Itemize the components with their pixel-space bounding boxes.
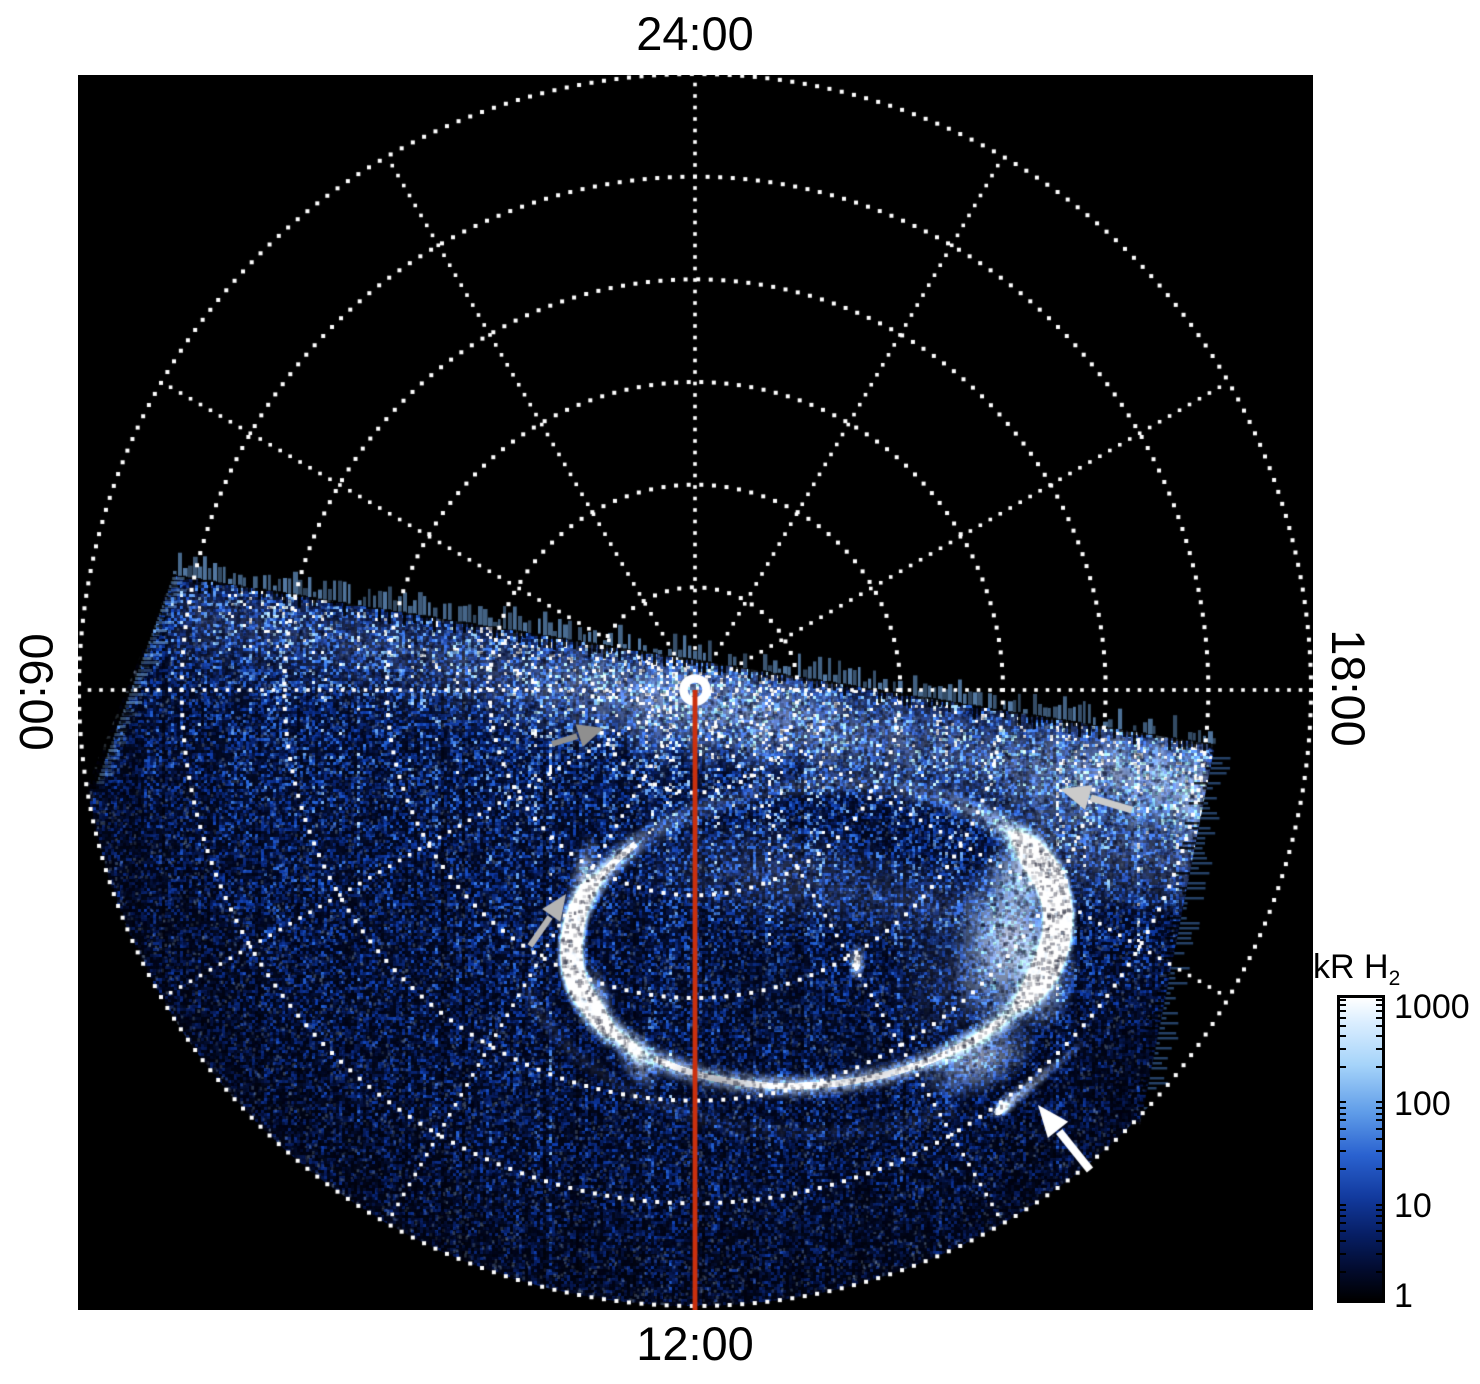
colorbar-minor-tick <box>1376 1222 1382 1225</box>
local-time-label-06: 06:00 <box>10 633 63 751</box>
colorbar-minor-tick <box>1340 1101 1346 1104</box>
colorbar-minor-tick <box>1340 1119 1346 1122</box>
colorbar-minor-tick <box>1376 1065 1382 1068</box>
colorbar-minor-tick <box>1340 1271 1346 1274</box>
colorbar-minor-tick <box>1376 1119 1382 1122</box>
colorbar-minor-tick <box>1376 1003 1382 1006</box>
colorbar-minor-tick <box>1340 1230 1346 1233</box>
colorbar-minor-tick <box>1376 1016 1382 1019</box>
colorbar-title-subscript: 2 <box>1388 967 1401 990</box>
colorbar-minor-tick <box>1376 1168 1382 1171</box>
local-time-label-12: 12:00 <box>636 1317 754 1370</box>
colorbar-minor-tick <box>1340 1137 1346 1140</box>
colorbar-minor-tick <box>1340 1204 1346 1207</box>
colorbar-minor-tick <box>1376 1137 1382 1140</box>
colorbar-minor-tick <box>1340 1127 1346 1130</box>
colorbar-minor-tick <box>1376 1209 1382 1212</box>
colorbar-minor-tick <box>1340 1150 1346 1153</box>
colorbar-minor-tick <box>1340 1065 1346 1068</box>
colorbar-minor-tick <box>1340 1024 1346 1027</box>
colorbar-minor-tick <box>1376 1034 1382 1037</box>
colorbar-minor-tick <box>1340 1253 1346 1255</box>
local-time-label-24: 24:00 <box>636 7 754 60</box>
colorbar-tick-label: 10 <box>1394 1187 1432 1226</box>
colorbar-minor-tick <box>1376 1204 1382 1207</box>
colorbar-minor-tick <box>1376 1271 1382 1274</box>
colorbar-minor-tick <box>1340 1106 1346 1109</box>
colorbar <box>1337 995 1385 1303</box>
colorbar-minor-tick <box>1340 1047 1346 1050</box>
colorbar-minor-tick <box>1376 1240 1382 1243</box>
colorbar-minor-tick <box>1340 1209 1346 1212</box>
local-time-label-18: 18:00 <box>1322 629 1375 747</box>
colorbar-minor-tick <box>1340 1112 1346 1115</box>
colorbar-minor-tick <box>1376 1009 1382 1012</box>
colorbar-minor-tick <box>1376 1024 1382 1027</box>
colorbar-minor-tick <box>1340 1016 1346 1019</box>
colorbar-minor-tick <box>1376 998 1382 1001</box>
colorbar-minor-tick <box>1376 1101 1382 1104</box>
colorbar-minor-tick <box>1376 1112 1382 1115</box>
colorbar-title: kR H2 <box>1313 948 1400 991</box>
colorbar-minor-tick <box>1340 1222 1346 1225</box>
colorbar-minor-tick <box>1340 1003 1346 1006</box>
colorbar-title-main: kR H <box>1313 948 1389 986</box>
colorbar-minor-tick <box>1340 1009 1346 1012</box>
colorbar-minor-tick <box>1376 1150 1382 1153</box>
colorbar-minor-tick <box>1340 1215 1346 1218</box>
aurora-polar-canvas <box>78 75 1313 1310</box>
colorbar-minor-tick <box>1340 1168 1346 1171</box>
colorbar-tick-label: 100 <box>1394 1084 1451 1123</box>
colorbar-minor-tick <box>1376 1047 1382 1050</box>
colorbar-minor-tick <box>1340 998 1346 1001</box>
colorbar-minor-tick <box>1376 1215 1382 1218</box>
colorbar-minor-tick <box>1376 1253 1382 1255</box>
polar-plot-area <box>78 75 1313 1310</box>
colorbar-minor-tick <box>1376 1127 1382 1130</box>
colorbar-tick-label: 1000 <box>1394 988 1470 1026</box>
colorbar-minor-tick <box>1376 1230 1382 1233</box>
colorbar-minor-tick <box>1340 1034 1346 1037</box>
colorbar-tick-label: 1 <box>1394 1277 1413 1315</box>
colorbar-minor-tick <box>1376 1106 1382 1109</box>
colorbar-minor-tick <box>1340 1240 1346 1243</box>
